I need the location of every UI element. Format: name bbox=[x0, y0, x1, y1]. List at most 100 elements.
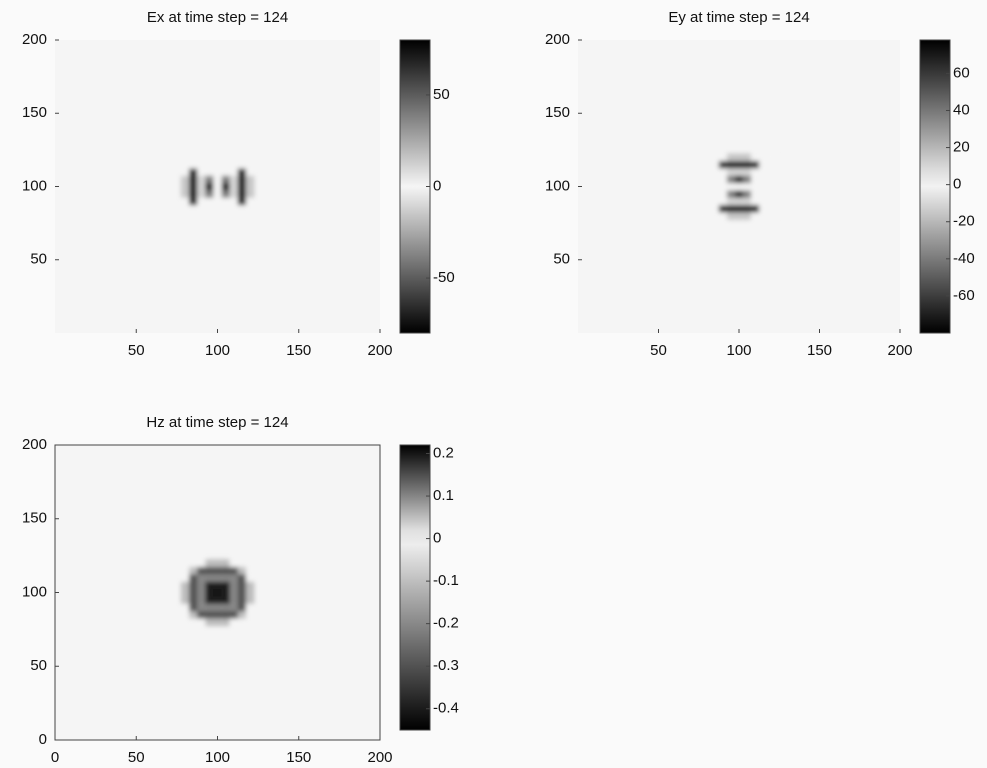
heat-cell bbox=[221, 603, 230, 612]
heat-cell bbox=[197, 610, 206, 619]
heat-cell bbox=[229, 204, 239, 213]
colorbar-tick-label: -20 bbox=[953, 213, 975, 230]
heat-cell bbox=[767, 197, 776, 206]
heat-cell bbox=[180, 610, 190, 619]
heat-cell bbox=[205, 153, 214, 162]
cells bbox=[702, 153, 776, 220]
heat-cell bbox=[197, 588, 206, 597]
heat-cell bbox=[759, 153, 768, 162]
heat-cell bbox=[759, 182, 768, 191]
heat-cell bbox=[180, 574, 190, 582]
heat-cell bbox=[743, 153, 752, 162]
heat-cell bbox=[726, 212, 736, 220]
chart-title: Hz at time step = 124 bbox=[146, 414, 288, 431]
heat-cell bbox=[702, 197, 712, 206]
heat-cell bbox=[245, 153, 255, 162]
heat-cell bbox=[237, 581, 247, 590]
y-tick-label: 50 bbox=[30, 251, 47, 268]
heat-cell bbox=[180, 153, 190, 162]
heat-cell bbox=[237, 175, 247, 184]
heat-cell bbox=[726, 153, 736, 162]
x-tick-label: 150 bbox=[807, 342, 832, 359]
heat-cell bbox=[180, 581, 190, 590]
heat-cell bbox=[734, 168, 744, 176]
heat-cell bbox=[180, 182, 190, 191]
heat-cell bbox=[718, 160, 728, 169]
heat-cell bbox=[197, 153, 206, 162]
heat-cell bbox=[189, 197, 198, 206]
cells bbox=[180, 559, 255, 626]
heat-cell bbox=[734, 175, 744, 184]
heat-cell bbox=[205, 588, 214, 597]
heat-cell bbox=[718, 204, 728, 213]
heat-cell bbox=[180, 596, 190, 604]
colorbar-tick-label: -0.3 bbox=[433, 657, 459, 674]
heat-cell bbox=[189, 596, 198, 604]
heat-cell bbox=[213, 618, 222, 626]
colorbar bbox=[919, 39, 951, 334]
heat-cell bbox=[726, 204, 736, 213]
heat-cell bbox=[229, 610, 239, 619]
heat-cell bbox=[180, 190, 190, 198]
y-tick-label: 150 bbox=[22, 104, 47, 121]
heat-cell bbox=[743, 197, 752, 206]
heat-cell bbox=[245, 190, 255, 198]
y-tick-label: 50 bbox=[553, 251, 570, 268]
heat-cell bbox=[189, 212, 198, 220]
heat-cell bbox=[245, 559, 255, 567]
colorbar-tick-label: -0.4 bbox=[433, 700, 459, 717]
heat-cell bbox=[237, 566, 247, 575]
heat-cell bbox=[245, 581, 255, 590]
heat-cell bbox=[213, 182, 222, 191]
heat-cell bbox=[702, 175, 712, 184]
heat-cell bbox=[702, 153, 712, 162]
heat-cell bbox=[205, 204, 214, 213]
heat-cell bbox=[229, 160, 239, 169]
heat-cell bbox=[726, 175, 736, 184]
heat-cell bbox=[197, 618, 206, 626]
heat-cell bbox=[229, 603, 239, 612]
x-tick-label: 150 bbox=[286, 749, 311, 766]
heat-cell bbox=[189, 610, 198, 619]
heat-cell bbox=[221, 160, 230, 169]
heat-cell bbox=[197, 190, 206, 198]
y-tick-label: 0 bbox=[39, 731, 47, 748]
heat-cell bbox=[229, 182, 239, 191]
y-tick-label: 100 bbox=[22, 583, 47, 600]
heat-cell bbox=[197, 168, 206, 176]
heat-cell bbox=[180, 175, 190, 184]
heat-cell bbox=[710, 182, 720, 191]
heat-cell bbox=[718, 190, 728, 198]
colorbar-tick-label: -0.2 bbox=[433, 615, 459, 632]
heat-cell bbox=[759, 190, 768, 198]
heat-cell bbox=[759, 168, 768, 176]
heat-cell bbox=[710, 190, 720, 198]
heat-cell bbox=[205, 574, 214, 582]
heat-cell bbox=[221, 581, 230, 590]
heat-cell bbox=[189, 588, 198, 597]
heat-cell bbox=[702, 204, 712, 213]
heat-cell bbox=[205, 618, 214, 626]
colorbar-tick-label: 60 bbox=[953, 64, 970, 81]
heat-cell bbox=[245, 618, 255, 626]
heat-cell bbox=[205, 175, 214, 184]
heat-cell bbox=[189, 618, 198, 626]
heat-cell bbox=[189, 160, 198, 169]
y-tick-label: 200 bbox=[22, 31, 47, 48]
heat-cell bbox=[726, 197, 736, 206]
heat-cell bbox=[180, 559, 190, 567]
heat-cell bbox=[205, 168, 214, 176]
colorbar-tick-label: 0 bbox=[433, 177, 441, 194]
heat-cell bbox=[229, 168, 239, 176]
y-tick-label: 150 bbox=[22, 510, 47, 527]
heat-cell bbox=[189, 204, 198, 213]
y-tick-label: 100 bbox=[545, 177, 570, 194]
heat-cell bbox=[759, 212, 768, 220]
heat-cell bbox=[189, 574, 198, 582]
heat-cell bbox=[205, 190, 214, 198]
heat-cell bbox=[759, 175, 768, 184]
heat-cell bbox=[751, 153, 760, 162]
heat-cell bbox=[751, 204, 760, 213]
